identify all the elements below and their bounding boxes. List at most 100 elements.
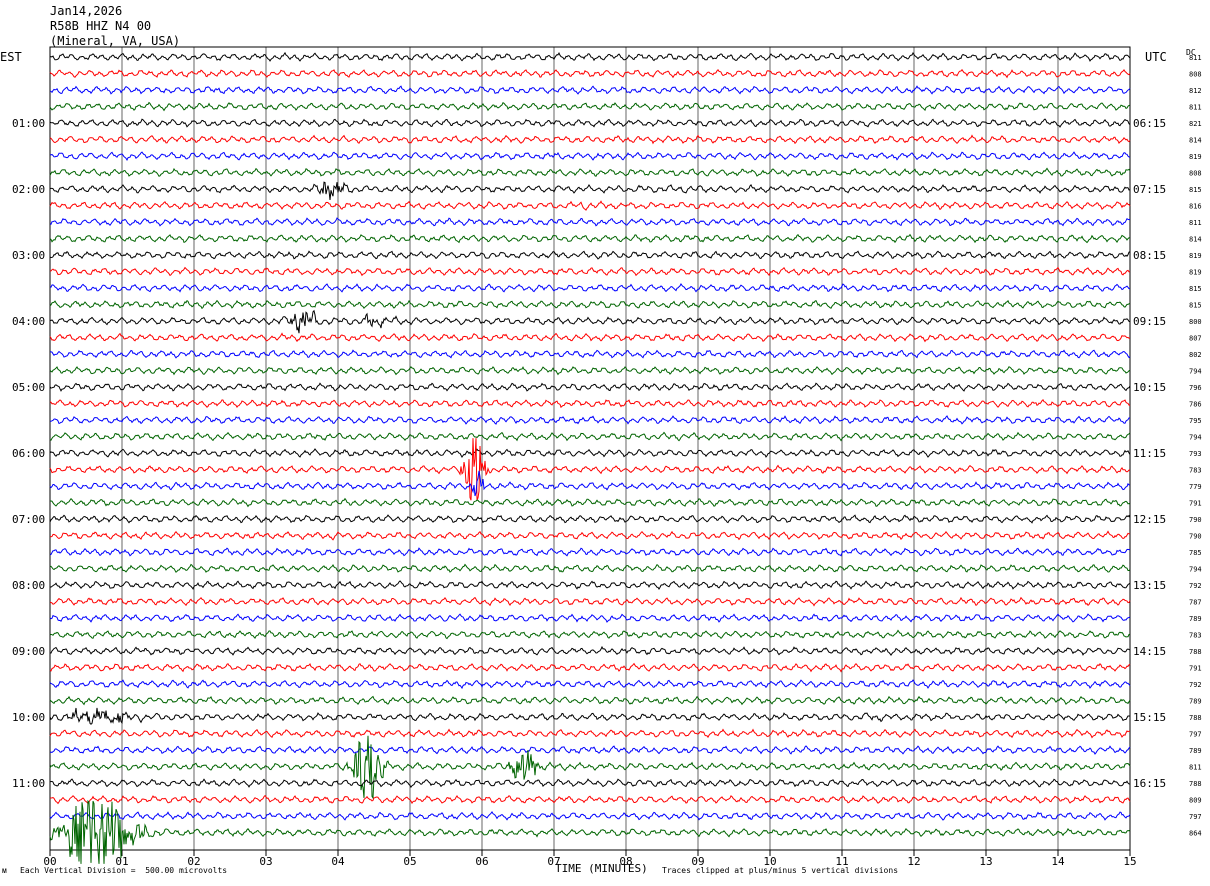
left-hour-label: 09:00 xyxy=(12,645,45,658)
x-tick-label: 15 xyxy=(1123,855,1136,868)
dc-offset-label: 808 xyxy=(1189,170,1202,178)
dc-offset-label: 811 xyxy=(1189,219,1202,227)
seismic-trace xyxy=(49,118,1131,128)
seismic-trace xyxy=(49,695,1131,706)
dc-offset-label: 788 xyxy=(1189,780,1202,788)
x-tick-label: 00 xyxy=(43,855,56,868)
dc-offset-label: 807 xyxy=(1189,335,1202,343)
dc-offset-label: 811 xyxy=(1189,104,1202,112)
seismic-trace xyxy=(49,85,1131,95)
seismic-trace xyxy=(49,645,1131,656)
seismic-trace xyxy=(49,200,1131,211)
seismic-trace xyxy=(49,68,1131,79)
seismic-trace xyxy=(49,233,1130,244)
dc-offset-label: 812 xyxy=(1189,87,1202,95)
right-hour-label: 08:15 xyxy=(1133,249,1166,262)
dc-offset-label: 814 xyxy=(1189,137,1202,145)
dc-offset-label: 795 xyxy=(1189,417,1202,425)
seismic-trace xyxy=(49,51,1131,62)
dc-offset-label: 797 xyxy=(1189,731,1202,739)
left-hour-label: 06:00 xyxy=(12,447,45,460)
right-hour-label: 10:15 xyxy=(1133,381,1166,394)
x-tick-label: 04 xyxy=(331,855,345,868)
seismic-trace xyxy=(49,662,1131,673)
dc-offset-label: 819 xyxy=(1189,252,1202,260)
date-label: Jan14,2026 xyxy=(50,4,123,18)
dc-offset-label: 797 xyxy=(1189,813,1202,821)
dc-offset-label: 786 xyxy=(1189,401,1202,409)
seismic-trace xyxy=(49,799,1131,864)
seismic-trace xyxy=(49,431,1131,442)
left-hour-label: 02:00 xyxy=(12,183,45,196)
dc-offset-label: 794 xyxy=(1189,368,1202,376)
dc-offset-label: 788 xyxy=(1189,648,1202,656)
seismic-trace xyxy=(49,514,1131,524)
dc-offset-label: 811 xyxy=(1189,54,1202,62)
x-tick-label: 09 xyxy=(691,855,704,868)
x-tick-label: 07 xyxy=(547,855,560,868)
seismic-trace xyxy=(50,778,1131,789)
seismic-trace xyxy=(49,745,1131,755)
seismic-trace xyxy=(49,470,1131,497)
seismic-trace xyxy=(49,134,1131,145)
vertical-division-note: Each Vertical Division = 500.00 microvol… xyxy=(20,866,228,875)
dc-offset-label: 864 xyxy=(1189,830,1202,838)
left-hour-label: 01:00 xyxy=(12,117,45,130)
left-hour-label: 08:00 xyxy=(12,579,45,592)
dc-offset-label: 791 xyxy=(1189,665,1202,673)
dc-offset-label: 792 xyxy=(1189,582,1202,590)
left-hour-label: 03:00 xyxy=(12,249,45,262)
seismic-trace xyxy=(49,101,1131,112)
dc-offset-label: 790 xyxy=(1189,533,1202,541)
seismic-trace xyxy=(49,547,1131,557)
seismic-trace xyxy=(50,497,1131,508)
seismic-trace xyxy=(49,438,1131,501)
timezone-right-label: UTC xyxy=(1145,50,1167,64)
dc-offset-label: 819 xyxy=(1189,269,1202,277)
timezone-left-label: EST xyxy=(0,50,22,64)
dc-offset-label: 785 xyxy=(1189,549,1202,557)
right-hour-label: 14:15 xyxy=(1133,645,1166,658)
dc-offset-label: 794 xyxy=(1189,566,1202,574)
seismic-trace xyxy=(49,299,1131,310)
grid-lines xyxy=(49,46,1131,856)
dc-offset-label: 819 xyxy=(1189,153,1202,161)
trace-group xyxy=(49,51,1131,864)
dc-offset-label: 800 xyxy=(1189,318,1202,326)
dc-offset-label: 815 xyxy=(1189,186,1202,194)
seismic-trace xyxy=(49,167,1131,177)
x-tick-label: 13 xyxy=(979,855,992,868)
clipping-note: Traces clipped at plus/minus 5 vertical … xyxy=(662,866,899,875)
dc-offset-label: 794 xyxy=(1189,434,1202,442)
seismic-trace xyxy=(49,810,1131,821)
dc-offset-label: 802 xyxy=(1189,351,1202,359)
seismic-trace xyxy=(49,563,1131,573)
seismic-trace xyxy=(49,707,1131,725)
seismic-trace xyxy=(49,530,1131,541)
x-tick-label: 11 xyxy=(835,855,848,868)
right-hour-label: 12:15 xyxy=(1133,513,1166,526)
x-tick-label: 02 xyxy=(187,855,200,868)
right-hour-label: 16:15 xyxy=(1133,777,1166,790)
x-tick-label: 14 xyxy=(1051,855,1065,868)
right-hour-label: 07:15 xyxy=(1133,183,1166,196)
dc-offset-label: 809 xyxy=(1189,797,1202,805)
left-hour-label: 10:00 xyxy=(12,711,45,724)
right-hour-label: 09:15 xyxy=(1133,315,1166,328)
seismic-trace xyxy=(49,309,1131,334)
seismic-trace xyxy=(49,283,1131,293)
seismic-trace xyxy=(50,151,1131,161)
right-hour-label: 15:15 xyxy=(1133,711,1166,724)
dc-offset-label: 815 xyxy=(1189,285,1202,293)
x-tick-label: 01 xyxy=(115,855,128,868)
dc-offset-label: 789 xyxy=(1189,747,1202,755)
dc-offset-label: 791 xyxy=(1189,500,1202,508)
seismic-trace xyxy=(49,332,1131,343)
left-hour-label: 05:00 xyxy=(12,381,45,394)
dc-offset-label: 783 xyxy=(1189,467,1202,475)
seismic-trace xyxy=(49,181,1131,201)
dc-offset-label: 811 xyxy=(1189,764,1202,772)
seismic-trace xyxy=(49,366,1131,376)
dc-offset-label: 808 xyxy=(1189,71,1202,79)
